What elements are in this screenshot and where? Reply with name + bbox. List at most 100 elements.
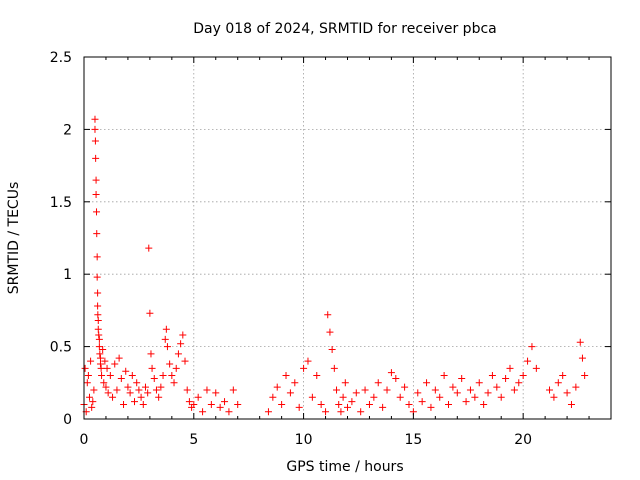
data-point [436,393,444,401]
data-point [423,379,431,387]
data-point [449,383,457,391]
data-point [282,372,290,380]
data-point [91,137,99,145]
data-point [101,357,109,365]
data-point [146,309,154,317]
data-point [88,403,96,411]
data-point [300,364,308,372]
data-point [90,386,98,394]
data-point [475,379,483,387]
data-point [96,350,104,358]
data-point [109,393,117,401]
x-tick-label: 10 [295,432,313,448]
data-point [89,398,97,406]
data-point [440,372,448,380]
data-point [333,386,341,394]
data-point [497,393,505,401]
data-point [567,401,575,409]
data-point [269,393,277,401]
data-point [484,389,492,397]
data-point [264,408,272,416]
data-point [453,389,461,397]
data-point [99,345,107,353]
data-point [379,403,387,411]
data-point [106,372,114,380]
data-point [324,311,332,319]
y-tick-label: 2 [63,122,72,138]
data-point [405,401,413,409]
data-point [120,401,128,409]
chart-title: Day 018 of 2024, SRMTID for receiver pbc… [193,21,496,37]
data-point [278,401,286,409]
data-point [166,360,174,368]
data-point [133,379,141,387]
data-point [100,379,108,387]
data-point [147,350,155,358]
grid-layer [84,57,611,419]
data-point [150,374,158,382]
data-point [203,386,211,394]
x-tick-label: 20 [514,432,532,448]
data-point [117,374,125,382]
data-point [510,386,518,394]
data-point [576,338,584,346]
data-point [194,393,202,401]
data-point [91,115,99,123]
data-point [493,383,501,391]
y-tick-label: 0.5 [50,340,72,356]
data-point [361,386,369,394]
data-point [145,244,153,252]
data-point [207,401,215,409]
data-point [161,335,169,343]
data-point [225,408,233,416]
data-point [84,372,92,380]
data-point [94,302,102,310]
data-point [141,383,149,391]
data-point [506,364,514,372]
data-point [95,335,103,343]
y-tick-label: 0 [63,412,72,428]
y-axis-label: SRMTID / TECUs [6,182,22,295]
data-point [131,398,139,406]
data-point [344,403,351,411]
data-point [199,408,207,416]
axis-ticks: 0 0.5 1 1.5 2 2.5 0 5 10 15 20 [50,50,611,448]
data-point [330,364,338,372]
data-point [144,389,152,397]
data-point [95,331,103,339]
data-point [216,403,224,411]
data-point [97,364,105,372]
data-point [157,383,165,391]
data-point [374,379,382,387]
data-point [135,386,143,394]
data-points [80,115,589,416]
data-point [183,386,191,394]
data-point [313,372,321,380]
data-point [445,401,453,409]
data-point [221,398,229,406]
data-point [295,403,303,411]
data-point [172,364,180,372]
data-point [126,389,134,397]
data-point [387,369,395,377]
data-point [102,383,110,391]
data-point [128,372,136,380]
data-point [93,208,101,216]
data-point [414,389,422,397]
data-point [396,393,404,401]
data-point [163,343,171,351]
data-point [528,343,536,351]
data-point [326,328,334,336]
data-point [155,393,163,401]
data-point [137,393,145,401]
data-point [515,379,523,387]
data-point [480,401,488,409]
data-point [554,379,562,387]
data-point [273,383,281,391]
data-point [335,401,343,409]
y-tick-label: 1 [63,267,72,283]
data-point [104,389,112,397]
data-point [502,374,510,382]
data-point [304,357,312,365]
